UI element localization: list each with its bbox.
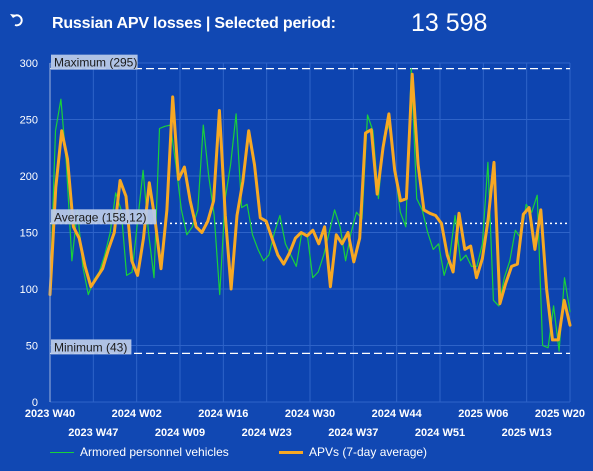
- total-count: 13 598: [411, 9, 488, 37]
- reference-label-bg: [51, 54, 138, 70]
- legend-item-average[interactable]: APVs (7-day average): [279, 445, 427, 459]
- page-title: Russian APV losses | Selected period:: [52, 15, 336, 32]
- x-tick-label: 2024 W02: [112, 408, 162, 420]
- y-tick-label: 250: [20, 115, 38, 127]
- reference-label: Maximum (295): [54, 56, 137, 70]
- series-line-average: [48, 72, 572, 342]
- legend-item-weekly[interactable]: Armored personnel vehicles: [50, 445, 229, 459]
- y-tick-label: 150: [20, 228, 38, 240]
- x-tick-label: 2025 W13: [502, 427, 552, 439]
- x-tick-label: 2025 W20: [535, 408, 585, 420]
- x-tick-label: 2024 W30: [285, 408, 335, 420]
- x-tick-label: 2024 W44: [372, 408, 423, 420]
- y-tick-label: 200: [20, 171, 38, 183]
- series-line-weekly: [49, 68, 571, 352]
- legend: Armored personnel vehicles APVs (7-day a…: [0, 442, 593, 464]
- x-tick-label: 2023 W47: [68, 427, 118, 439]
- reference-label-bg: [51, 209, 157, 225]
- reference-label: Minimum (43): [54, 340, 127, 354]
- legend-label-average: APVs (7-day average): [309, 445, 428, 459]
- x-tick-label: 2024 W37: [328, 427, 378, 439]
- legend-label-weekly: Armored personnel vehicles: [80, 445, 229, 459]
- y-tick-label: 50: [26, 341, 38, 353]
- y-tick-label: 300: [20, 58, 38, 70]
- x-tick-label: 2025 W06: [458, 408, 508, 420]
- x-tick-label: 2024 W16: [198, 408, 248, 420]
- x-tick-label: 2024 W23: [242, 427, 292, 439]
- x-tick-label: 2024 W09: [155, 427, 205, 439]
- y-tick-label: 0: [32, 397, 38, 409]
- line-chart: 0 50 100 150 200 250 300 2023 W40 2024 W02 2024 W…: [20, 54, 585, 439]
- undo-arrow-icon[interactable]: [8, 10, 28, 30]
- header: Russian APV losses | Selected period: 13…: [0, 0, 593, 50]
- x-tick-label: 2023 W40: [25, 408, 75, 420]
- reference-label: Average (158,12): [54, 210, 147, 224]
- reference-label-bg: [51, 339, 132, 355]
- legend-swatch-average: [279, 450, 303, 454]
- legend-swatch-weekly: [50, 451, 74, 453]
- y-tick-label: 100: [20, 284, 38, 296]
- x-tick-label: 2024 W51: [415, 427, 465, 439]
